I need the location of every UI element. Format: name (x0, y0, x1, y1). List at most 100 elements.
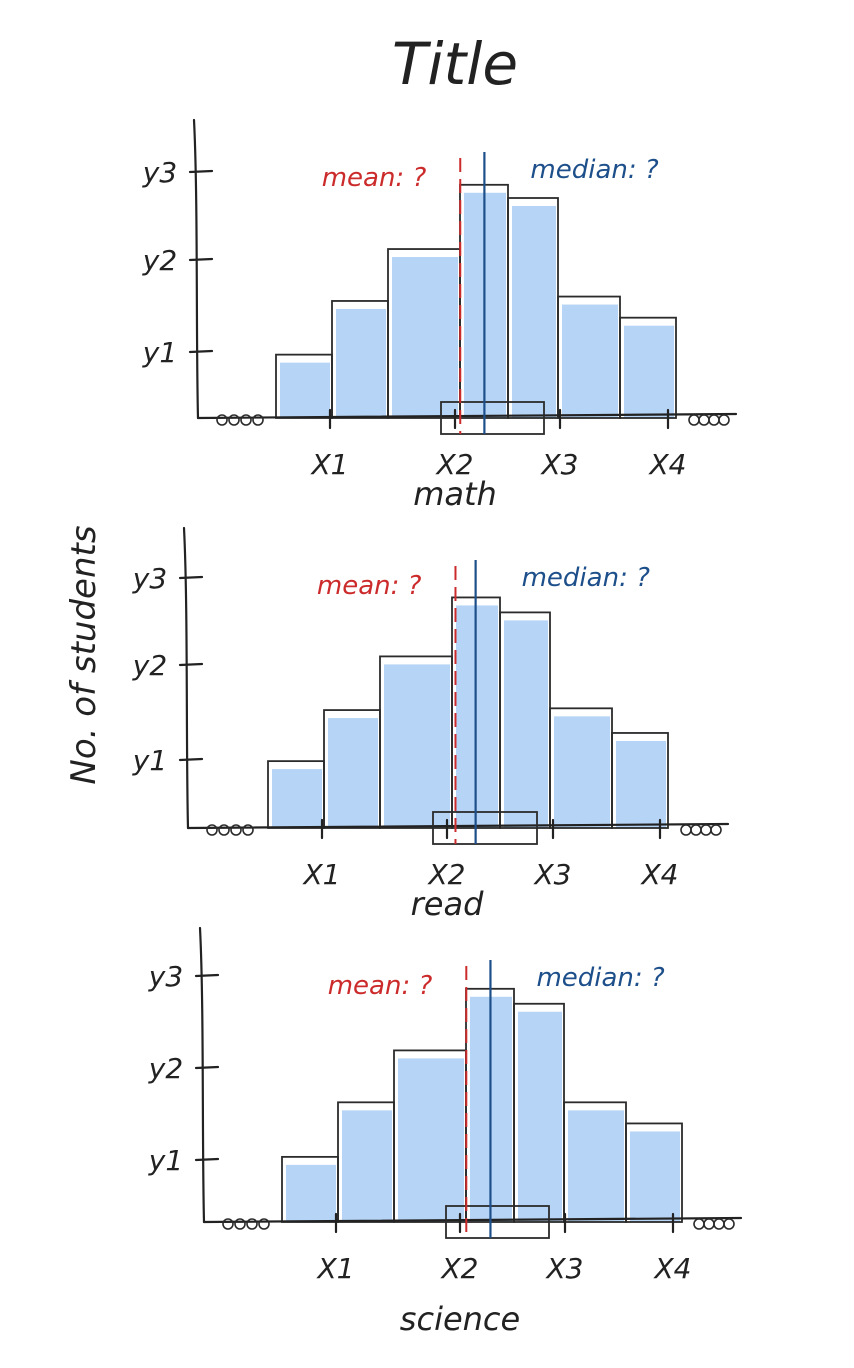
histogram-bar-fill (554, 716, 610, 828)
x-tick-label: X1 (310, 448, 349, 481)
outlier-mark (693, 1218, 705, 1230)
outlier-mark (690, 824, 702, 836)
histogram-bar-fill (392, 257, 458, 418)
y-axis-line (198, 926, 206, 1224)
median-annotation: median: ? (522, 563, 650, 593)
y-tick-label: y3 (148, 960, 183, 993)
y-tick (188, 169, 214, 174)
x-tick-label: X2 (440, 1252, 479, 1285)
x-tick-label: X4 (653, 1252, 692, 1285)
x-tick-label: X2 (435, 448, 474, 481)
outlier-mark (713, 1218, 725, 1230)
y-tick-label: y2 (132, 649, 167, 682)
histogram-panel-read: y1 y2 y3 X1 X2 X3 X4 mean: ? median: ? read (132, 526, 730, 923)
histogram-bar-fill (398, 1058, 464, 1222)
y-tick (178, 662, 204, 667)
y-tick-label: y2 (148, 1052, 183, 1085)
histogram-bar-fill (342, 1110, 392, 1222)
histogram-bar-fill (504, 620, 548, 828)
outlier-mark (206, 824, 218, 836)
histogram-panel-science: y1 y2 y3 X1 X2 X3 X4 mean: ? median: ? science (148, 926, 743, 1338)
y-axis-line (182, 526, 190, 830)
outlier-mark (698, 414, 710, 426)
outlier-mark (222, 1218, 234, 1230)
y-tick-label: y3 (142, 156, 177, 189)
histogram-bar-fill (616, 740, 666, 828)
histogram-bar-fill (286, 1164, 336, 1222)
histogram-bar (619, 316, 677, 419)
outlier-mark (708, 414, 720, 426)
outlier-mark (234, 1218, 246, 1230)
x-tick-label: X1 (316, 1252, 355, 1285)
histogram-bar-fill (568, 1110, 624, 1222)
histogram-bar-fill (518, 1011, 562, 1222)
x-axis-label: math (413, 475, 497, 513)
outlier-mark (218, 824, 230, 836)
outlier-mark (703, 1218, 715, 1230)
median-annotation: median: ? (530, 155, 658, 185)
x-axis-line (186, 822, 730, 830)
outlier-mark (688, 414, 700, 426)
x-axis-line (196, 412, 738, 420)
y-tick (188, 349, 214, 354)
outlier-mark (216, 414, 228, 426)
x-tick-label: X2 (427, 858, 466, 891)
y-tick-label: y1 (142, 336, 177, 369)
histogram-bar-fill (630, 1131, 680, 1222)
outlier-mark (246, 1218, 258, 1230)
outlier-mark (228, 414, 240, 426)
outlier-mark (718, 414, 730, 426)
mean-annotation: mean: ? (322, 163, 427, 193)
x-tick-label: X4 (640, 858, 679, 891)
histogram-bar-fill (328, 718, 378, 828)
histogram-bar-fill (456, 605, 498, 828)
y-tick-label: y1 (148, 1144, 183, 1177)
box-plot (445, 1205, 550, 1239)
x-tick-label: X3 (545, 1252, 584, 1285)
histogram-bar-fill (336, 308, 386, 418)
histogram-bar-fill (512, 206, 556, 418)
histogram-bar (625, 1122, 683, 1223)
outlier-mark (252, 414, 264, 426)
x-tick-label: X3 (533, 858, 572, 891)
outlier-mark (242, 824, 254, 836)
x-axis-label: read (411, 885, 484, 923)
x-tick-label: X4 (648, 448, 687, 481)
outlier-mark (710, 824, 722, 836)
histogram-bar-fill (624, 325, 674, 418)
mean-annotation: mean: ? (328, 971, 433, 1001)
y-tick-label: y3 (132, 562, 167, 595)
box-plot (432, 811, 538, 845)
chart-title: Title (392, 30, 518, 98)
y-tick (194, 973, 220, 978)
outlier-mark (230, 824, 242, 836)
y-tick-label: y2 (142, 244, 177, 277)
outlier-mark (240, 414, 252, 426)
y-tick (178, 757, 204, 762)
box-plot (440, 401, 545, 435)
x-axis-label: science (400, 1300, 520, 1338)
histogram-panel-math: y1 y2 y3 X1 X2 X3 X4 mean: ? median: ? math (142, 118, 738, 513)
x-tick-label: X1 (302, 858, 341, 891)
mean-annotation: mean: ? (317, 571, 422, 601)
histogram-bar-fill (272, 769, 322, 828)
y-axis-line (192, 118, 200, 420)
median-annotation: median: ? (536, 963, 664, 993)
y-tick (188, 257, 214, 262)
y-tick (194, 1065, 220, 1070)
outlier-mark (700, 824, 712, 836)
histogram-bar-fill (280, 362, 330, 418)
histogram-bar-fill (562, 304, 618, 418)
histogram-bar-fill (384, 664, 450, 828)
outlier-mark (680, 824, 692, 836)
y-tick (178, 575, 204, 580)
x-tick-label: X3 (540, 448, 579, 481)
y-axis-label: No. of students (64, 525, 104, 784)
panels-group: y1 y2 y3 X1 X2 X3 X4 mean: ? median: ? math y1 y2 y3… (132, 118, 743, 1338)
x-axis-line (202, 1216, 743, 1224)
y-tick (194, 1157, 220, 1162)
histogram-bar (611, 732, 669, 829)
y-tick-label: y1 (132, 744, 167, 777)
outlier-mark (258, 1218, 270, 1230)
